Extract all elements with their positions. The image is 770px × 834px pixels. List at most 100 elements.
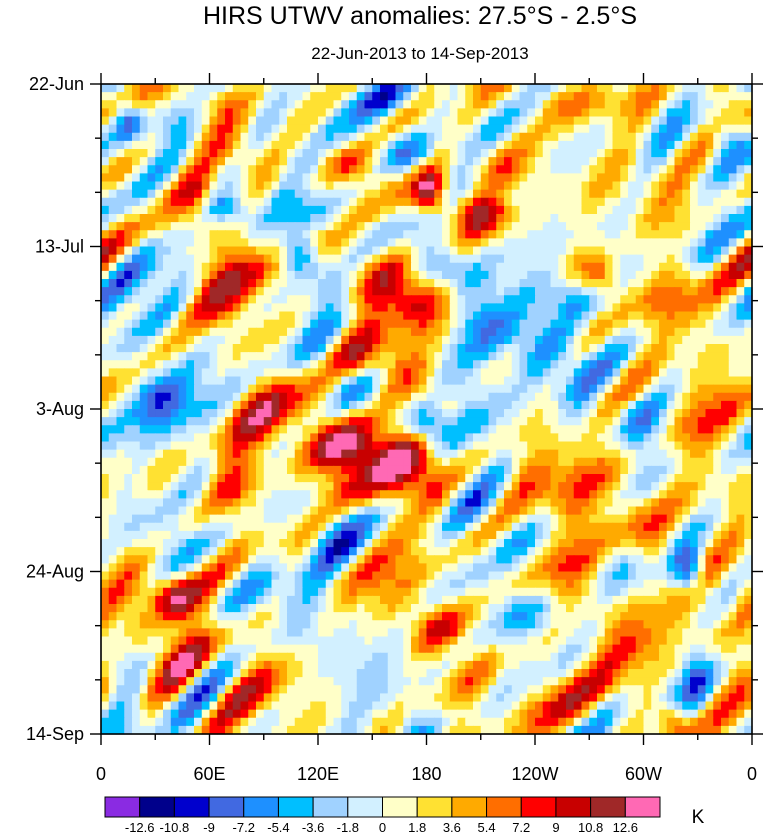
- heatmap-cell: [163, 417, 172, 426]
- heatmap-cell: [597, 189, 606, 199]
- heatmap-cell: [721, 132, 730, 142]
- heatmap-cell: [209, 498, 218, 508]
- heatmap-cell: [411, 149, 420, 158]
- heatmap-cell: [341, 506, 350, 516]
- heatmap-cell: [178, 149, 187, 158]
- heatmap-cell: [511, 335, 521, 345]
- heatmap-cell: [666, 279, 676, 288]
- heatmap-cell: [434, 132, 443, 142]
- heatmap-cell: [744, 384, 753, 394]
- heatmap-cell: [232, 100, 242, 109]
- heatmap-cell: [480, 474, 490, 483]
- heatmap-cell: [163, 189, 172, 199]
- heatmap-cell: [201, 490, 211, 499]
- heatmap-cell: [139, 149, 149, 158]
- heatmap-cell: [294, 100, 304, 109]
- heatmap-cell: [403, 327, 412, 337]
- heatmap-cell: [697, 490, 707, 499]
- heatmap-cell: [387, 417, 397, 426]
- heatmap-cell: [178, 124, 187, 134]
- heatmap-cell: [651, 181, 660, 191]
- heatmap-cell: [682, 100, 691, 109]
- heatmap-cell: [387, 157, 397, 166]
- heatmap-cell: [101, 514, 110, 524]
- heatmap-cell: [612, 539, 621, 548]
- heatmap-cell: [418, 474, 428, 483]
- heatmap-cell: [519, 189, 528, 199]
- heatmap-cell: [333, 246, 342, 256]
- heatmap-cell: [643, 270, 652, 280]
- heatmap-cell: [527, 92, 536, 101]
- heatmap-cell: [132, 319, 141, 329]
- heatmap-cell: [527, 433, 536, 443]
- heatmap-cell: [682, 270, 691, 280]
- heatmap-cell: [232, 400, 242, 410]
- heatmap-cell: [449, 555, 459, 564]
- heatmap-cell: [116, 295, 125, 304]
- heatmap-cell: [372, 506, 381, 516]
- heatmap-cell: [372, 335, 381, 345]
- heatmap-cell: [550, 506, 559, 516]
- heatmap-cell: [736, 287, 745, 296]
- heatmap-cell: [209, 514, 218, 524]
- heatmap-cell: [170, 319, 180, 329]
- heatmap-cell: [201, 181, 211, 191]
- heatmap-cell: [519, 116, 528, 126]
- heatmap-cell: [279, 433, 288, 443]
- heatmap-cell: [744, 417, 753, 426]
- heatmap-cell: [721, 335, 730, 345]
- heatmap-cell: [418, 384, 428, 394]
- heatmap-cell: [449, 352, 459, 361]
- heatmap-cell: [651, 230, 660, 239]
- heatmap-cell: [364, 433, 373, 443]
- heatmap-cell: [341, 376, 350, 386]
- heatmap-cell: [612, 222, 621, 231]
- heatmap-cell: [488, 384, 497, 394]
- heatmap-cell: [364, 482, 373, 491]
- heatmap-cell: [201, 132, 211, 142]
- heatmap-cell: [496, 392, 505, 402]
- heatmap-cell: [232, 335, 242, 345]
- heatmap-cell: [364, 327, 373, 337]
- heatmap-cell: [380, 157, 389, 166]
- heatmap-cell: [488, 92, 497, 101]
- heatmap-cell: [550, 547, 559, 556]
- heatmap-cell: [263, 465, 273, 475]
- heatmap-cell: [325, 262, 335, 272]
- heatmap-cell: [589, 376, 598, 386]
- heatmap-cell: [201, 246, 211, 256]
- heatmap-cell: [480, 84, 490, 93]
- heatmap-cell: [690, 311, 699, 321]
- heatmap-cell: [380, 205, 389, 215]
- heatmap-cell: [302, 157, 311, 166]
- heatmap-cell: [434, 474, 443, 483]
- heatmap-cell: [209, 433, 218, 443]
- heatmap-cell: [581, 384, 590, 394]
- heatmap-cell: [581, 506, 590, 516]
- heatmap-cell: [325, 498, 335, 508]
- heatmap-cell: [178, 482, 187, 491]
- heatmap-cell: [535, 409, 544, 418]
- heatmap-cell: [147, 311, 156, 321]
- heatmap-cell: [736, 108, 745, 118]
- heatmap-cell: [713, 84, 722, 93]
- heatmap-cell: [535, 197, 544, 207]
- heatmap-cell: [713, 457, 722, 467]
- heatmap-cell: [194, 295, 203, 304]
- heatmap-cell: [504, 400, 513, 410]
- heatmap-cell: [349, 124, 358, 134]
- heatmap-cell: [488, 238, 497, 248]
- heatmap-cell: [728, 498, 738, 508]
- heatmap-cell: [651, 238, 660, 248]
- heatmap-cell: [256, 173, 265, 183]
- heatmap-cell: [651, 360, 660, 369]
- heatmap-cell: [728, 319, 738, 329]
- heatmap-cell: [333, 368, 342, 378]
- heatmap-cell: [124, 92, 133, 101]
- heatmap-cell: [108, 482, 118, 491]
- heatmap-cell: [356, 360, 366, 369]
- heatmap-cell: [535, 222, 544, 231]
- heatmap-cell: [116, 482, 125, 491]
- heatmap-cell: [263, 376, 273, 386]
- heatmap-cell: [465, 327, 474, 337]
